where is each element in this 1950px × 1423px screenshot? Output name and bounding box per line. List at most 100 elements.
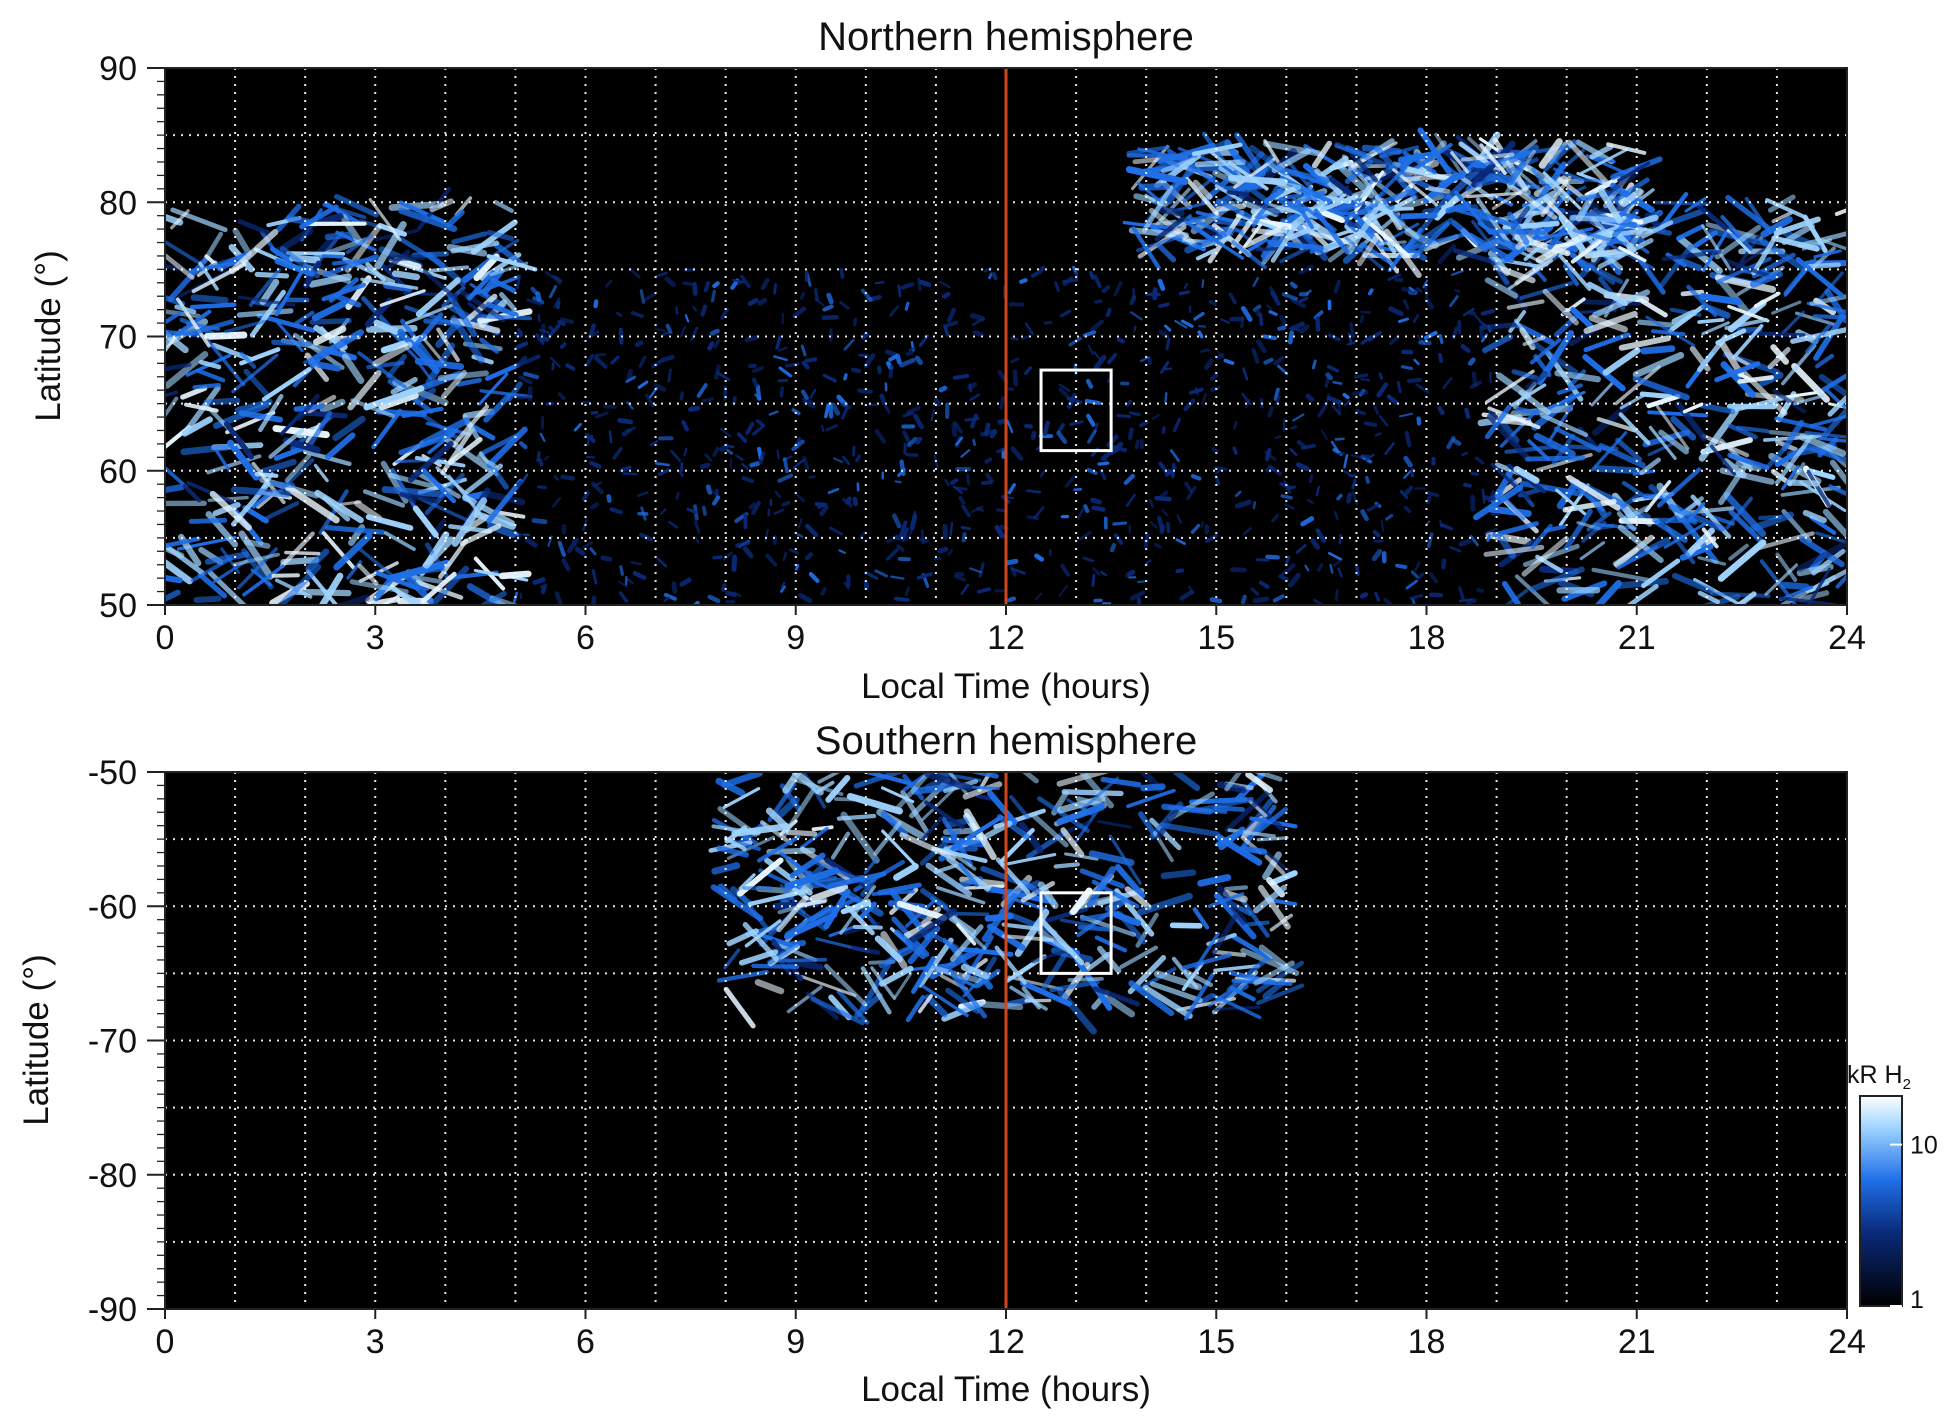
north-emission-streak <box>1378 240 1407 246</box>
north-emission-streak <box>700 304 708 317</box>
north-emission-streak <box>1300 516 1315 527</box>
north-emission-streak <box>557 320 566 326</box>
north-emission-streak <box>1487 256 1510 285</box>
north-emission-streak <box>386 354 407 379</box>
north-emission-streak <box>731 278 746 284</box>
north-emission-streak <box>165 558 193 585</box>
north-emission-streak <box>1488 410 1498 419</box>
north-emission-streak <box>1019 278 1028 284</box>
north-emission-streak <box>1670 415 1697 441</box>
north-emission-streak <box>704 453 713 462</box>
north-emission-streak <box>736 432 748 443</box>
south-emission-streak <box>935 885 986 905</box>
south-emission-streak <box>1088 850 1135 866</box>
north-emission-streak <box>842 455 851 466</box>
north-emission-streak <box>1613 534 1655 568</box>
north-emission-streak <box>1024 322 1034 336</box>
north-emission-streak <box>1341 154 1383 202</box>
colorbar-label: kR H2 <box>1847 1061 1911 1093</box>
north-emission-streak <box>1091 573 1096 588</box>
north-emission-streak <box>1380 519 1385 532</box>
north-emission-streak <box>1654 519 1688 543</box>
north-emission-streak <box>1192 179 1213 200</box>
north-emission-streak <box>1360 509 1369 522</box>
north-emission-streak <box>1317 403 1328 418</box>
north-emission-streak <box>190 294 229 304</box>
north-emission-streak <box>1354 373 1369 379</box>
north-emission-streak <box>1791 362 1830 403</box>
north-emission-streak <box>1531 167 1547 188</box>
north-emission-streak <box>1510 383 1547 407</box>
north-emission-streak <box>410 574 445 585</box>
north-emission-streak <box>547 324 561 338</box>
north-emission-streak <box>165 350 209 389</box>
south-emission-streak <box>1197 874 1232 887</box>
south-emission-streak <box>1021 772 1039 784</box>
north-emission-streak <box>493 200 514 213</box>
north-emission-streak <box>1613 577 1669 590</box>
north-emission-streak <box>1134 439 1140 450</box>
south-emission-streak <box>980 1001 1024 1011</box>
north-emission-streak <box>340 500 362 506</box>
north-emission-streak <box>744 335 760 343</box>
north-emission-streak <box>1774 416 1828 432</box>
north-emission-streak <box>1398 412 1413 418</box>
north-emission-streak <box>1514 574 1551 605</box>
north-emission-streak <box>1295 544 1307 554</box>
north-emission-streak <box>933 397 941 407</box>
north-emission-streak <box>1817 436 1847 443</box>
north-emission-streak <box>897 284 902 298</box>
north-emission-streak <box>1178 290 1191 296</box>
north-emission-streak <box>298 409 348 419</box>
south-emission-streak <box>1207 892 1245 909</box>
north-emission-streak <box>165 465 188 489</box>
north-emission-streak <box>1241 392 1252 405</box>
north-emission-streak <box>1460 152 1515 162</box>
north-emission-streak <box>692 305 698 312</box>
north-emission-streak <box>1484 527 1498 535</box>
north-emission-streak <box>238 410 284 423</box>
north-emission-streak <box>1449 295 1459 308</box>
north-emission-streak <box>1438 173 1466 187</box>
north-emission-streak <box>1127 427 1134 440</box>
north-emission-streak <box>1727 304 1770 323</box>
north-emission-streak <box>1589 144 1614 160</box>
north-emission-streak <box>1091 505 1106 512</box>
north-emission-streak <box>1082 330 1097 338</box>
north-emission-streak <box>550 356 561 368</box>
north-emission-streak <box>1188 585 1195 595</box>
south-emission-streak <box>1126 788 1176 809</box>
north-emission-streak <box>1392 168 1439 207</box>
north-emission-streak <box>984 457 993 464</box>
north-emission-streak <box>1579 541 1606 561</box>
south-emission-streak <box>754 979 785 995</box>
north-emission-streak <box>1025 489 1042 494</box>
north-emission-streak <box>1806 301 1847 314</box>
north-emission-streak <box>1272 594 1285 603</box>
north-emission-streak <box>795 492 806 503</box>
north-emission-streak <box>820 587 827 596</box>
north-emission-streak <box>1164 324 1172 332</box>
north-emission-streak <box>1413 358 1420 366</box>
north-emission-streak <box>1267 239 1324 251</box>
north-emission-streak <box>1200 348 1210 353</box>
north-emission-streak <box>284 550 321 556</box>
north-emission-streak <box>1439 523 1454 531</box>
north-emission-streak <box>621 428 632 437</box>
north-emission-streak <box>473 253 500 282</box>
north-emission-streak <box>1334 589 1339 602</box>
north-emission-streak <box>1287 572 1301 588</box>
south-emission-streak <box>1114 864 1146 899</box>
north-emission-streak <box>379 289 426 307</box>
north-emission-streak <box>1564 247 1616 285</box>
north-emission-streak <box>1215 198 1252 220</box>
north-emission-streak <box>757 297 768 306</box>
north-emission-streak <box>1315 528 1327 544</box>
north-emission-streak <box>1285 563 1296 573</box>
north-emission-streak <box>1804 443 1847 464</box>
north-emission-streak <box>1647 410 1709 418</box>
north-emission-streak <box>1171 462 1176 477</box>
north-emission-streak <box>506 381 523 402</box>
north-emission-streak <box>709 328 720 336</box>
north-emission-streak <box>1057 423 1065 433</box>
